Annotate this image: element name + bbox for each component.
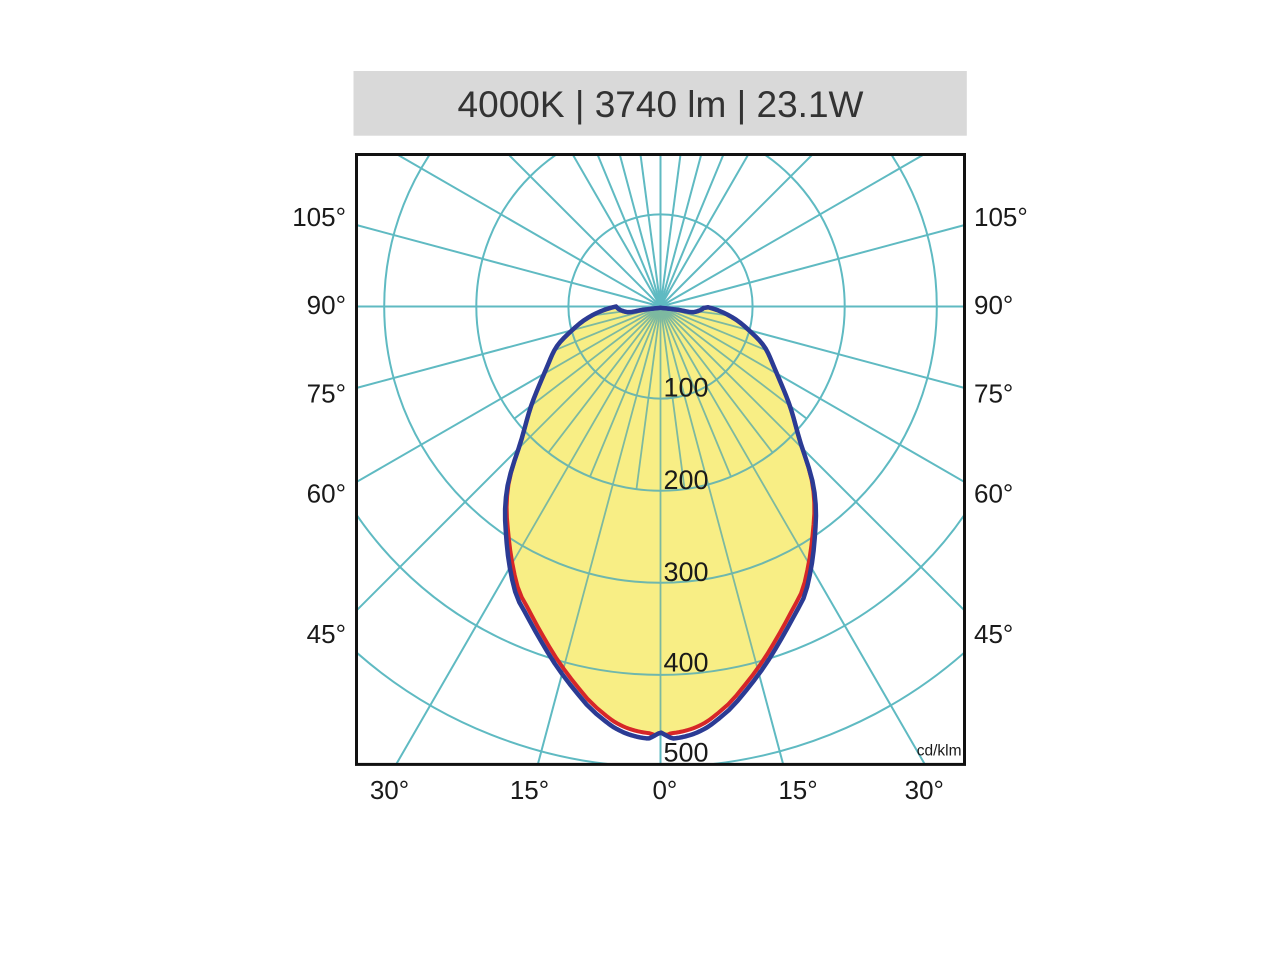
svg-text:90°: 90° (307, 290, 346, 320)
svg-text:105°: 105° (292, 202, 346, 232)
svg-text:90°: 90° (974, 290, 1013, 320)
svg-text:0°: 0° (652, 775, 677, 805)
svg-text:75°: 75° (974, 378, 1013, 408)
svg-text:60°: 60° (307, 478, 346, 508)
svg-text:75°: 75° (307, 378, 346, 408)
svg-text:60°: 60° (974, 478, 1013, 508)
svg-text:15°: 15° (510, 775, 549, 805)
svg-text:200: 200 (664, 465, 709, 495)
svg-text:105°: 105° (974, 202, 1028, 232)
svg-text:45°: 45° (307, 619, 346, 649)
svg-text:45°: 45° (974, 619, 1013, 649)
svg-text:4000K | 3740 lm | 23.1W: 4000K | 3740 lm | 23.1W (458, 84, 864, 125)
svg-text:30°: 30° (370, 775, 409, 805)
svg-text:300: 300 (664, 557, 709, 587)
svg-text:400: 400 (664, 647, 709, 677)
svg-text:15°: 15° (778, 775, 817, 805)
svg-text:30°: 30° (905, 775, 944, 805)
svg-text:cd/klm: cd/klm (917, 743, 962, 760)
svg-text:100: 100 (664, 373, 709, 403)
